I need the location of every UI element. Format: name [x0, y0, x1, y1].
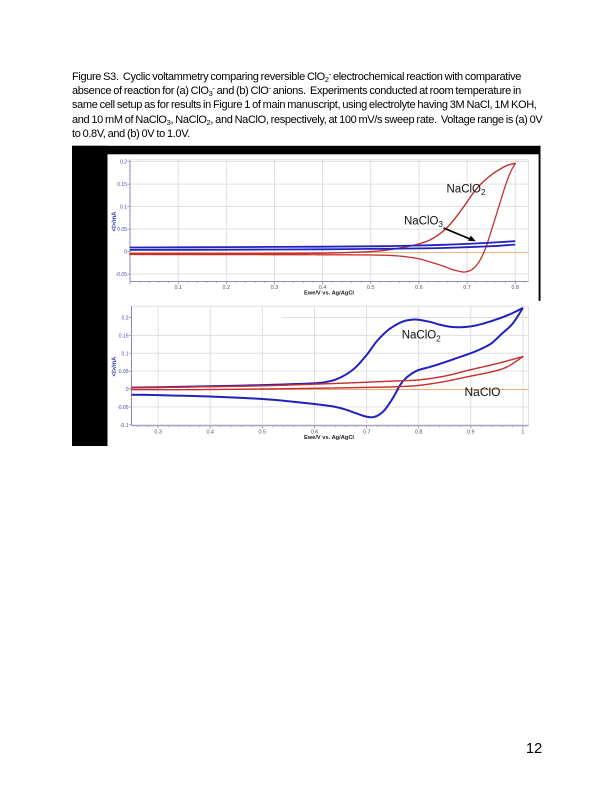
svg-text:Ewe/V vs. Ag/AgCl: Ewe/V vs. Ag/AgCl — [304, 435, 354, 441]
svg-text:0.5: 0.5 — [367, 285, 375, 291]
svg-text:0.4: 0.4 — [319, 285, 327, 291]
svg-text:0: 0 — [124, 250, 127, 256]
svg-text:-0.1: -0.1 — [120, 423, 129, 429]
svg-text:0.1: 0.1 — [174, 285, 182, 291]
svg-text:NaClO2: NaClO2 — [402, 330, 442, 344]
svg-text:0.15: 0.15 — [119, 333, 129, 339]
svg-text:NaClO: NaClO — [465, 385, 501, 399]
svg-text:0: 0 — [126, 387, 129, 393]
svg-text:0.3: 0.3 — [271, 285, 279, 291]
svg-text:-0.05: -0.05 — [116, 272, 128, 278]
svg-text:0.6: 0.6 — [311, 430, 319, 436]
svg-text:0.2: 0.2 — [223, 285, 231, 291]
svg-text:NaClO2: NaClO2 — [447, 183, 487, 197]
svg-text:0.05: 0.05 — [119, 369, 129, 375]
svg-text:0.05: 0.05 — [117, 227, 127, 233]
svg-text:0.5: 0.5 — [259, 430, 267, 436]
svg-text:0.7: 0.7 — [363, 430, 371, 436]
svg-text:-0.05: -0.05 — [117, 405, 129, 411]
svg-text:0.8: 0.8 — [511, 285, 519, 291]
svg-text:0.9: 0.9 — [467, 430, 475, 436]
svg-text:0.8: 0.8 — [415, 430, 423, 436]
svg-text:0.1: 0.1 — [120, 205, 127, 211]
svg-text:1: 1 — [521, 430, 524, 436]
svg-text:0.2: 0.2 — [120, 160, 127, 166]
svg-text:NaClO3: NaClO3 — [404, 215, 444, 229]
svg-text:0.7: 0.7 — [463, 285, 471, 291]
svg-text:0.4: 0.4 — [206, 430, 214, 436]
svg-text:0.1: 0.1 — [122, 351, 129, 357]
svg-text:0.3: 0.3 — [154, 430, 162, 436]
svg-text:<I>/mA: <I>/mA — [112, 211, 118, 232]
svg-text:0.2: 0.2 — [122, 316, 129, 322]
svg-text:<I>/mA: <I>/mA — [112, 356, 118, 377]
svg-text:0.6: 0.6 — [415, 285, 423, 291]
svg-text:Ewe/V vs. Ag/AgCl: Ewe/V vs. Ag/AgCl — [304, 291, 354, 297]
svg-text:0.15: 0.15 — [117, 182, 127, 188]
